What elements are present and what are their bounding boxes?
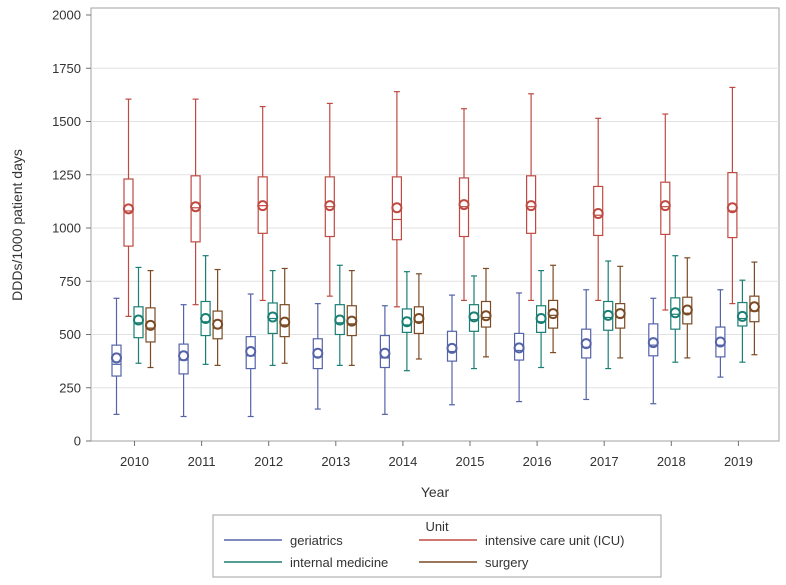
mean-marker	[525, 200, 537, 212]
box	[401, 308, 412, 333]
legend-frame	[212, 514, 662, 578]
x-axis-title: Year	[421, 484, 450, 500]
box	[279, 304, 290, 338]
mean-marker	[602, 309, 614, 321]
box	[682, 296, 693, 325]
box	[581, 328, 592, 359]
mean-marker	[647, 337, 659, 349]
mean-marker	[468, 311, 480, 323]
mean-marker	[748, 301, 760, 313]
y-tick-label: 2000	[52, 8, 81, 23]
box	[513, 332, 525, 361]
mean-marker	[580, 338, 592, 350]
y-tick-label: 250	[59, 380, 81, 395]
box-series	[111, 86, 760, 418]
x-tick-label: 2012	[254, 454, 283, 469]
mean-marker	[324, 200, 336, 212]
y-tick-label: 1750	[52, 61, 81, 76]
mean-marker	[726, 202, 738, 214]
box	[346, 305, 357, 337]
mean-marker	[257, 200, 269, 212]
mean-marker	[480, 310, 492, 322]
x-tick-label: 2017	[590, 454, 619, 469]
x-tick-label: 2014	[388, 454, 417, 469]
mean-marker	[592, 208, 604, 220]
mean-marker	[669, 307, 681, 319]
mean-marker	[391, 202, 403, 214]
y-tick-label: 0	[74, 434, 81, 449]
mean-marker	[212, 318, 224, 330]
mean-marker	[133, 314, 144, 326]
mean-marker	[714, 336, 726, 348]
y-tick-label: 500	[59, 327, 81, 342]
mean-marker	[200, 313, 212, 325]
box	[245, 336, 256, 370]
y-axis-title: DDDs/1000 patient days	[9, 149, 25, 301]
y-tick-label: 1500	[52, 114, 81, 129]
x-tick-label: 2016	[523, 454, 552, 469]
box	[145, 307, 156, 343]
mean-marker	[547, 308, 559, 320]
box	[525, 175, 537, 234]
series-intensive-care-unit-icu	[123, 86, 738, 317]
mean-marker	[614, 308, 626, 320]
mean-marker	[334, 314, 346, 326]
mean-marker	[145, 319, 156, 331]
x-tick-label: 2019	[724, 454, 753, 469]
x-tick-label: 2015	[456, 454, 485, 469]
mean-marker	[279, 316, 291, 328]
series-internal-medicine	[133, 255, 748, 372]
mean-marker	[736, 310, 748, 322]
x-tick-label: 2013	[321, 454, 350, 469]
y-axis: 0 250 500 750 1000 1250 1500 1750 2000	[52, 8, 91, 449]
legend-label: geriatrics	[290, 533, 343, 548]
mean-marker	[659, 200, 671, 212]
mean-marker	[123, 203, 134, 215]
legend-label: surgery	[485, 555, 529, 570]
mean-marker	[111, 352, 122, 364]
series-surgery	[145, 257, 760, 369]
mean-marker	[513, 342, 525, 354]
mean-marker	[681, 304, 693, 316]
x-tick-label: 2011	[188, 454, 216, 469]
legend: Unit geriatrics intensive care unit (ICU)…	[212, 514, 662, 578]
x-tick-label: 2010	[120, 454, 149, 469]
box	[715, 326, 726, 358]
mean-marker	[267, 311, 279, 323]
mean-marker	[245, 346, 257, 358]
mean-marker	[312, 347, 324, 359]
mean-marker	[178, 350, 190, 362]
series-geriatrics	[111, 289, 726, 418]
mean-marker	[401, 316, 413, 328]
box	[468, 304, 480, 332]
legend-label: intensive care unit (ICU)	[485, 533, 624, 548]
legend-label: internal medicine	[290, 555, 388, 570]
box	[670, 297, 681, 330]
mean-marker	[458, 199, 470, 211]
box	[334, 304, 345, 336]
y-tick-label: 1000	[52, 221, 81, 236]
x-tick-label: 2018	[657, 454, 686, 469]
mean-marker	[413, 313, 425, 325]
legend-title: Unit	[425, 519, 449, 534]
y-tick-label: 750	[59, 274, 81, 289]
box	[603, 300, 614, 331]
box	[200, 300, 211, 337]
box	[178, 343, 189, 375]
x-axis: 2010 2011 2012 2013 2014 2015 2016 2017 2018 2019	[120, 441, 753, 469]
mean-marker	[535, 313, 547, 325]
box	[391, 176, 402, 241]
mean-marker	[379, 347, 391, 359]
box	[547, 299, 559, 329]
mean-marker	[346, 315, 358, 327]
box	[480, 300, 492, 328]
box	[535, 305, 547, 333]
mean-marker	[446, 342, 458, 354]
y-tick-label: 1250	[52, 167, 81, 182]
mean-marker	[190, 201, 202, 213]
box	[312, 338, 323, 370]
box	[212, 310, 223, 340]
